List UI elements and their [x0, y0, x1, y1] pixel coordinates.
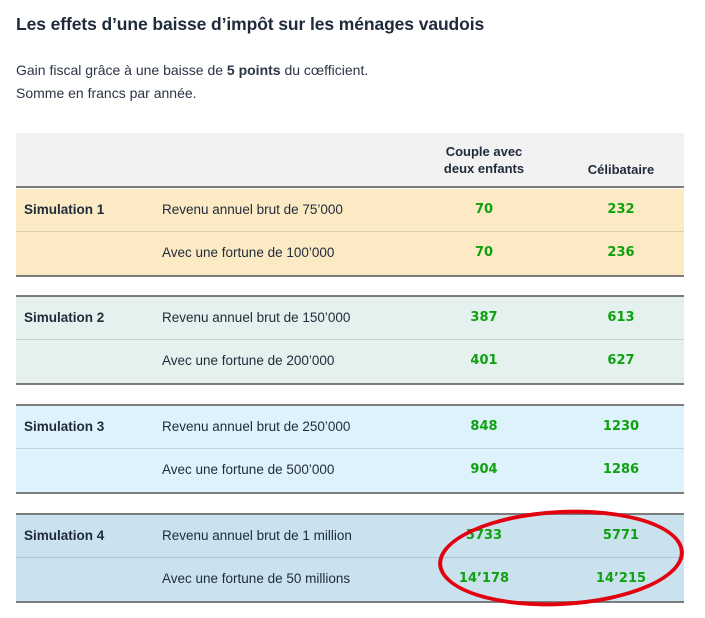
table-row: Avec une fortune de 50 millions 14’178 1… — [16, 558, 684, 600]
single-value: 613 — [607, 310, 635, 325]
row-label: Revenu annuel brut de 250’000 — [162, 419, 351, 434]
row-label: Avec une fortune de 100’000 — [162, 245, 335, 260]
couple-value: 387 — [470, 310, 498, 325]
subtitle-bold: 5 points — [226, 62, 281, 78]
single-value: 236 — [607, 245, 635, 260]
row-label: Revenu annuel brut de 1 million — [162, 528, 352, 543]
couple-value: 401 — [470, 353, 498, 368]
single-value: 1286 — [602, 462, 640, 477]
table-row: Simulation 4 Revenu annuel brut de 1 mil… — [16, 515, 684, 558]
simulation-label: Simulation 3 — [24, 419, 105, 434]
simulation-label: Simulation 4 — [24, 528, 105, 543]
simulation-block-3: Simulation 3 Revenu annuel brut de 250’0… — [16, 406, 684, 494]
table-row: Avec une fortune de 200’000 401 627 — [16, 340, 684, 382]
page-title: Les effets d’une baisse d’impôt sur les … — [16, 14, 485, 34]
row-label: Avec une fortune de 50 millions — [162, 571, 351, 586]
subtitle-line-2: Somme en francs par année. — [16, 85, 197, 101]
row-label: Avec une fortune de 200’000 — [162, 353, 335, 368]
column-header-single: Célibataire — [587, 162, 655, 177]
simulation-block-2: Simulation 2 Revenu annuel brut de 150’0… — [16, 297, 684, 385]
table-row: Avec une fortune de 500’000 904 1286 — [16, 449, 684, 491]
couple-value: 14’178 — [458, 571, 510, 586]
couple-value: 904 — [470, 462, 498, 477]
table-row: Simulation 1 Revenu annuel brut de 75’00… — [16, 189, 684, 232]
column-header-couple: Couple avec deux enfants — [424, 143, 544, 177]
subtitle-text-b: du cœfficient. — [280, 62, 369, 78]
row-label: Revenu annuel brut de 150’000 — [162, 310, 351, 325]
row-label: Revenu annuel brut de 75’000 — [162, 202, 343, 217]
table-row: Avec une fortune de 100’000 70 236 — [16, 232, 684, 274]
column-header-couple-line1: Couple avec — [445, 144, 523, 159]
couple-value: 70 — [474, 245, 494, 260]
simulation-block-1: Simulation 1 Revenu annuel brut de 75’00… — [16, 189, 684, 277]
subtitle-line-1: Gain fiscal grâce à une baisse de 5 poin… — [16, 62, 368, 78]
couple-value: 848 — [470, 419, 498, 434]
single-value: 5771 — [602, 528, 640, 543]
couple-value: 70 — [474, 202, 494, 217]
single-value: 1230 — [602, 419, 640, 434]
block-divider — [16, 295, 684, 297]
table-row: Simulation 2 Revenu annuel brut de 150’0… — [16, 297, 684, 340]
simulation-block-4: Simulation 4 Revenu annuel brut de 1 mil… — [16, 515, 684, 603]
single-value: 627 — [607, 353, 635, 368]
subtitle-text-a: Gain fiscal grâce à une baisse de — [16, 62, 227, 78]
simulation-label: Simulation 2 — [24, 310, 105, 325]
block-divider — [16, 513, 684, 515]
block-divider — [16, 404, 684, 406]
table-header: Couple avec deux enfants Célibataire — [16, 133, 684, 188]
simulation-label: Simulation 1 — [24, 202, 105, 217]
single-value: 14’215 — [595, 571, 647, 586]
table-row: Simulation 3 Revenu annuel brut de 250’0… — [16, 406, 684, 449]
couple-value: 5733 — [465, 528, 503, 543]
single-value: 232 — [607, 202, 635, 217]
row-label: Avec une fortune de 500’000 — [162, 462, 335, 477]
column-header-couple-line2: deux enfants — [443, 161, 525, 176]
